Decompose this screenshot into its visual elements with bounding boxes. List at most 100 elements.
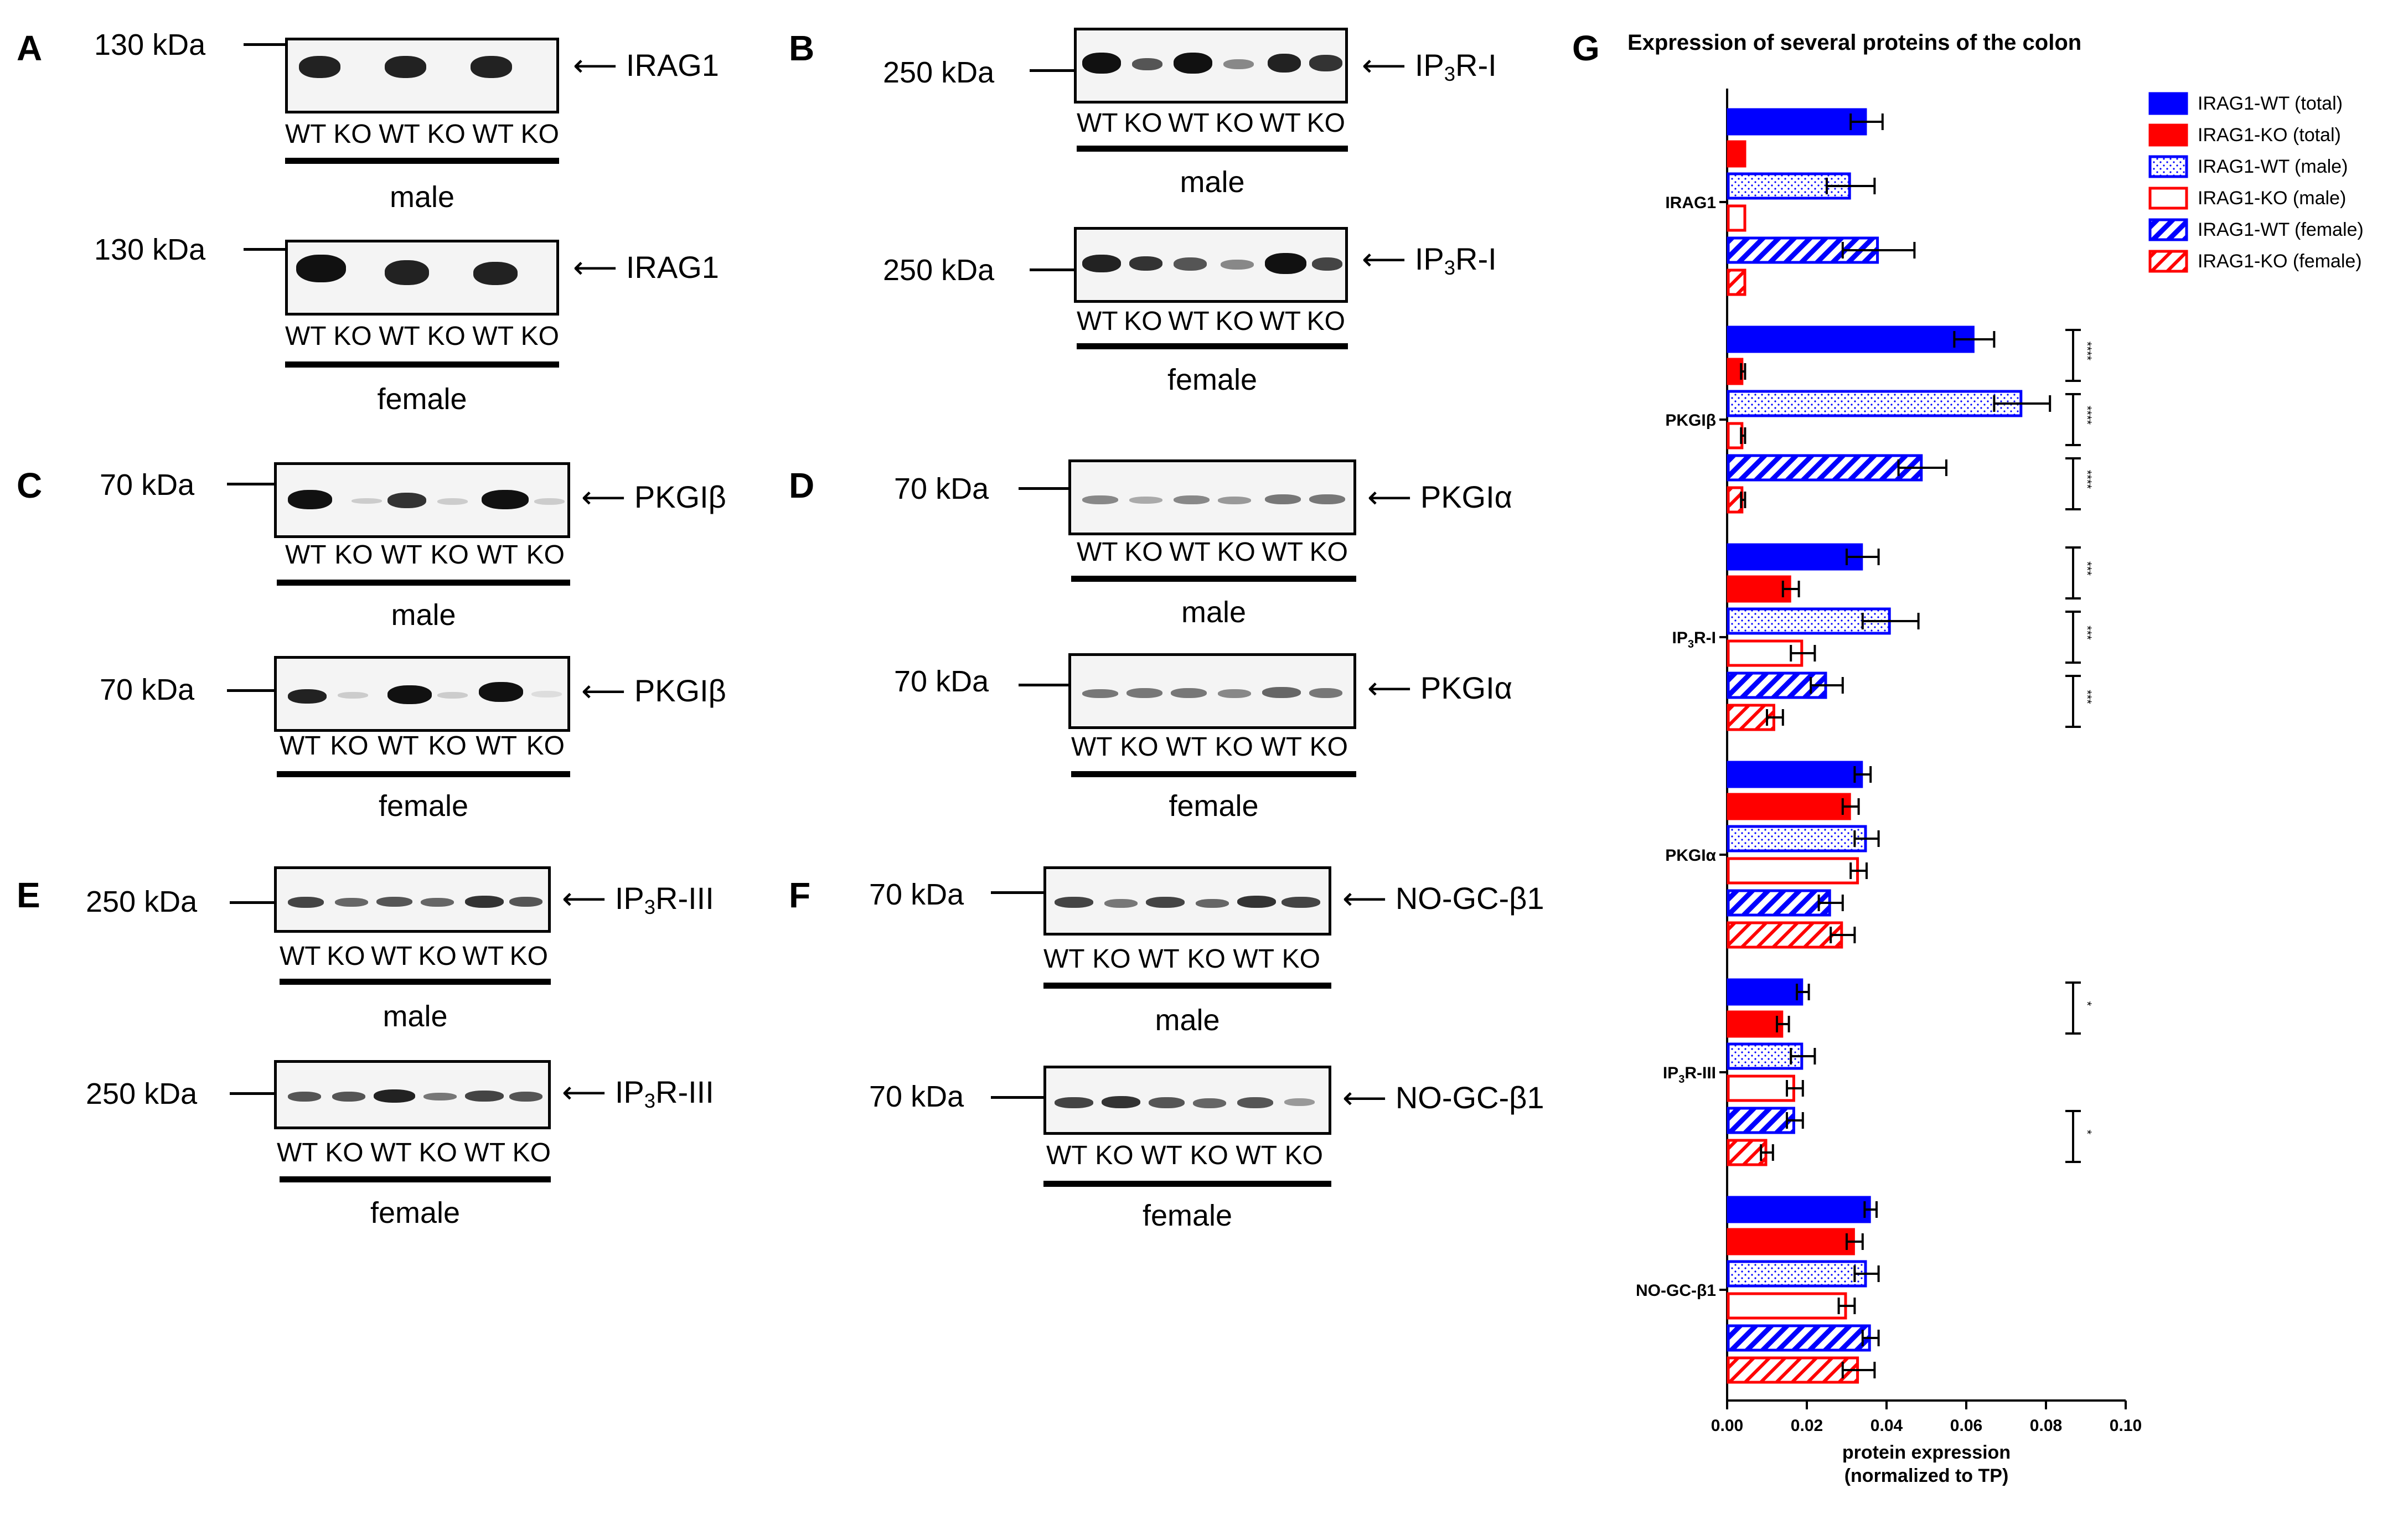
sex-label: female	[1142, 1199, 1233, 1232]
x-tick-label: 0.10	[2110, 1417, 2142, 1435]
lane-labels: WT KO WT KO WT KO	[277, 1138, 551, 1167]
lane-labels: WT KO WT KO WT KO	[1077, 307, 1345, 336]
legend-label: IRAG1-KO (female)	[2198, 251, 2362, 272]
bar-pkgi--series-3	[1727, 422, 1744, 449]
significance-label: *	[2080, 1130, 2094, 1135]
kda-tick	[227, 483, 274, 485]
underline	[277, 580, 570, 586]
bar-no-gc-1-series-4	[1727, 1324, 1871, 1352]
sex-label: male	[391, 598, 456, 632]
bar-pkgi--series-2	[1727, 825, 1867, 852]
category-label-ip3r-iii: IP3R-III	[1663, 1064, 1716, 1086]
bar-pkgi--series-4	[1727, 454, 1923, 482]
bar-irag1-series-0	[1727, 108, 1867, 136]
bar-ip3r-i-series-3	[1727, 639, 1804, 667]
underline	[280, 979, 551, 985]
kda-label: 70 kDa	[894, 665, 989, 698]
kda-label: 70 kDa	[869, 1080, 964, 1113]
category-label-irag1: IRAG1	[1665, 194, 1716, 212]
legend-swatch	[2148, 123, 2188, 147]
underline	[1043, 1181, 1331, 1187]
underline	[280, 1176, 551, 1182]
blot-male	[274, 462, 570, 538]
legend-label: IRAG1-KO (male)	[2198, 188, 2346, 209]
sex-label: female	[378, 789, 469, 823]
legend-swatch	[2148, 155, 2188, 178]
bar-no-gc-1-series-0	[1727, 1196, 1871, 1223]
sex-label: female	[1167, 363, 1258, 396]
bar-pkgi--series-5	[1727, 921, 1843, 949]
sex-label: male	[383, 1000, 448, 1033]
bar-ip3r-i-series-1	[1727, 575, 1791, 603]
target-label: ⟵ NO-GC-β1	[1342, 881, 1544, 916]
target-label: ⟵ NO-GC-β1	[1342, 1080, 1544, 1115]
bar-pkgi--series-2	[1727, 390, 2023, 417]
blot-male	[1068, 459, 1356, 535]
kda-label: 70 kDa	[100, 468, 195, 502]
bar-no-gc-1-series-1	[1727, 1228, 1855, 1255]
x-tick-label: 0.04	[1870, 1417, 1903, 1435]
legend-swatch	[2148, 250, 2188, 273]
chart-svg: Expression of several proteins of the co…	[1627, 30, 2364, 1486]
kda-label: 130 kDa	[94, 28, 206, 61]
blot-female	[1068, 653, 1356, 729]
legend-swatch	[2148, 187, 2188, 210]
kda-tick	[1030, 268, 1074, 271]
underline	[285, 361, 559, 368]
category-label-pkgi-: PKGIα	[1665, 846, 1716, 865]
x-tick-label: 0.02	[1791, 1417, 1823, 1435]
protein-expression-chart: Expression of several proteins of the co…	[1594, 28, 2391, 1511]
kda-tick	[991, 891, 1043, 894]
kda-label: 70 kDa	[869, 878, 964, 911]
sex-label: female	[1169, 789, 1259, 823]
x-tick-label: 0.08	[2030, 1417, 2062, 1435]
lane-labels: WT KO WT KO WT KO	[285, 322, 559, 351]
sex-label: male	[389, 180, 455, 214]
kda-tick	[230, 901, 274, 904]
legend-label: IRAG1-WT (male)	[2198, 156, 2348, 177]
bar-ip3r-i-series-0	[1727, 543, 1863, 571]
panel-letter: F	[789, 875, 811, 915]
sex-label: male	[1155, 1004, 1220, 1037]
panel-letter: B	[789, 28, 815, 68]
chart-legend: IRAG1-WT (total) IRAG1-KO (total) IRAG1-WT…	[2148, 92, 2364, 273]
target-label: ⟵ PKGIα	[1367, 670, 1513, 705]
lane-labels: WT KO WT KO WT KO	[1043, 944, 1320, 974]
blot-male	[274, 866, 551, 933]
bar-pkgi--series-1	[1727, 793, 1851, 820]
kda-label: 250 kDa	[86, 1077, 198, 1110]
kda-tick	[230, 1092, 274, 1095]
bar-pkgi--series-4	[1727, 889, 1831, 917]
sex-label: male	[1181, 596, 1247, 629]
target-label: ⟵ PKGIβ	[581, 673, 726, 708]
panel-letter: D	[789, 466, 815, 505]
panel-letter: A	[17, 28, 43, 68]
underline	[1077, 146, 1348, 152]
sex-label: female	[377, 383, 467, 416]
blot-female	[274, 1060, 551, 1129]
kda-tick	[1030, 69, 1074, 72]
kda-label: 70 kDa	[894, 472, 989, 505]
blot-male	[1074, 28, 1348, 104]
underline	[1043, 983, 1331, 989]
target-label: ⟵ IP3R-I	[1362, 241, 1497, 280]
target-label: ⟵ PKGIβ	[581, 479, 726, 514]
bar-pkgi--series-3	[1727, 857, 1859, 885]
lane-labels: WT KO WT KO WT KO	[280, 731, 565, 761]
bar-pkgi--series-0	[1727, 761, 1863, 788]
bar-ip3r-iii-series-2	[1727, 1042, 1804, 1070]
lane-labels: WT KO WT KO WT KO	[280, 942, 548, 971]
lane-labels: WT KO WT KO WT KO	[1077, 538, 1348, 567]
lane-labels: WT KO WT KO WT KO	[285, 120, 559, 149]
bar-pkgi--series-1	[1727, 358, 1744, 385]
bar-ip3r-iii-series-1	[1727, 1010, 1784, 1038]
x-tick-label: 0.06	[1950, 1417, 1982, 1435]
significance-label: ***	[2080, 561, 2094, 576]
blot-female	[274, 656, 570, 732]
bar-no-gc-1-series-2	[1727, 1260, 1867, 1288]
target-label: ⟵ IRAG1	[573, 48, 719, 82]
bar-no-gc-1-series-3	[1727, 1292, 1847, 1320]
underline	[285, 158, 559, 164]
bar-ip3r-iii-series-5	[1727, 1139, 1768, 1166]
panel-letter: C	[17, 466, 43, 505]
